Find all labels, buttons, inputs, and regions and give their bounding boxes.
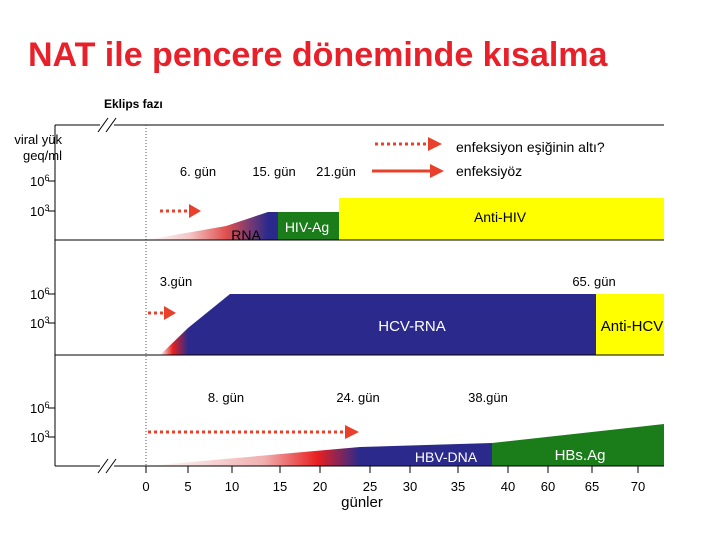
hcv-antibody-band [596, 294, 664, 355]
hiv-antibody-band [339, 198, 664, 240]
x-tick-label: 0 [142, 479, 149, 494]
hiv-rna-rise [226, 212, 268, 240]
axis-break-mark [105, 117, 117, 133]
hiv-ag-label: HIV-Ag [285, 219, 329, 235]
x-tick-label: 40 [501, 479, 515, 494]
x-tick-label: 60 [541, 479, 555, 494]
hiv-day-6-label: 6. gün [180, 164, 216, 179]
y-axis-label: viral yük [14, 132, 62, 147]
hcv-panel: 106 103 3.gün 65. gün HCV-RNA Anti-HCV [30, 274, 664, 356]
hbv-arrowhead [345, 425, 359, 439]
y-axis-unit: geq/ml [23, 148, 62, 163]
hiv-tick-high: 106 [30, 173, 49, 189]
hiv-rna-label: RNA [231, 227, 261, 243]
axis-break-mark [97, 458, 109, 474]
hbv-antigen-band [492, 424, 664, 466]
axis-break-mark [105, 458, 117, 474]
legend-dotted-arrowhead [428, 137, 442, 151]
hiv-antibody-label: Anti-HIV [474, 209, 527, 225]
x-tick-label: 15 [273, 479, 287, 494]
hbv-dna-band [360, 443, 492, 466]
hiv-day-21-label: 21.gün [316, 164, 356, 179]
axis-break-mask-bottom [100, 459, 114, 473]
hcv-tick-low: 103 [30, 315, 49, 331]
hcv-rna-label: HCV-RNA [378, 318, 446, 335]
hbv-dna-ramp [146, 447, 360, 466]
hiv-tick-low: 103 [30, 203, 49, 219]
hiv-arrowhead [189, 204, 201, 218]
x-tick-label: 25 [363, 479, 377, 494]
hiv-rna-ramp [146, 226, 226, 240]
axis-break-mask-top [100, 118, 114, 132]
hiv-panel: 106 103 6. gün 15. gün 21.gün RNA HIV-Ag… [30, 164, 664, 243]
hcv-tick-high: 106 [30, 286, 49, 302]
hiv-rna-band [268, 212, 278, 240]
page-title: NAT ile pencere döneminde kısalma [28, 36, 608, 74]
hcv-rna-ramp [160, 328, 188, 355]
legend-solid-arrowhead [430, 164, 444, 178]
legend-infectious-label: enfeksiyöz [456, 163, 522, 179]
hbv-day-8-label: 8. gün [208, 390, 244, 405]
x-tick-label: 65 [585, 479, 599, 494]
x-tick-label: 35 [451, 479, 465, 494]
hcv-day-65-label: 65. gün [572, 274, 615, 289]
x-tick-label: 5 [184, 479, 191, 494]
hbv-tick-low: 103 [30, 429, 49, 445]
hbv-day-38-label: 38.gün [468, 390, 508, 405]
x-tick-label: 30 [403, 479, 417, 494]
hbv-day-24-label: 24. gün [336, 390, 379, 405]
x-tick-label: 70 [631, 479, 645, 494]
legend-below-threshold-label: enfeksiyon eşiğinin altı? [456, 139, 605, 155]
hbv-panel: 106 103 8. gün 24. gün 38.gün HBV-DNA HB… [30, 390, 664, 467]
x-tick-label: 10 [225, 479, 239, 494]
eclipse-phase-label: Eklips fazı [104, 97, 163, 111]
x-tick-label: 20 [313, 479, 327, 494]
hcv-arrowhead [164, 306, 176, 320]
x-axis-ticks: 0 5 10 15 20 25 30 35 40 60 65 70 [142, 466, 645, 494]
hbv-antigen-label: HBs.Ag [555, 447, 606, 464]
hiv-antigen-band [278, 212, 339, 240]
hcv-day-3-label: 3.gün [160, 274, 193, 289]
x-axis-label: günler [341, 494, 383, 511]
hcv-rna-band [188, 294, 596, 355]
hcv-antibody-label: Anti-HCV [601, 318, 664, 335]
hbv-dna-label: HBV-DNA [415, 449, 478, 465]
legend: enfeksiyon eşiğinin altı? enfeksiyöz [372, 137, 605, 179]
hbv-tick-high: 106 [30, 400, 49, 416]
axis-break-mark [97, 117, 109, 133]
hiv-day-15-label: 15. gün [252, 164, 295, 179]
